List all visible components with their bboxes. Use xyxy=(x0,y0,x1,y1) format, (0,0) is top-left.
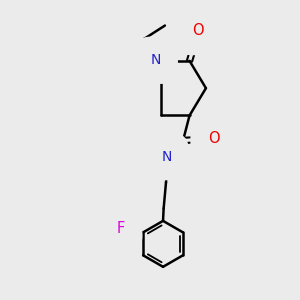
Text: N: N xyxy=(151,53,161,67)
Text: F: F xyxy=(117,221,125,236)
Text: O: O xyxy=(208,131,220,146)
Text: H: H xyxy=(155,143,165,156)
Text: N: N xyxy=(162,150,172,164)
Text: O: O xyxy=(192,23,203,38)
